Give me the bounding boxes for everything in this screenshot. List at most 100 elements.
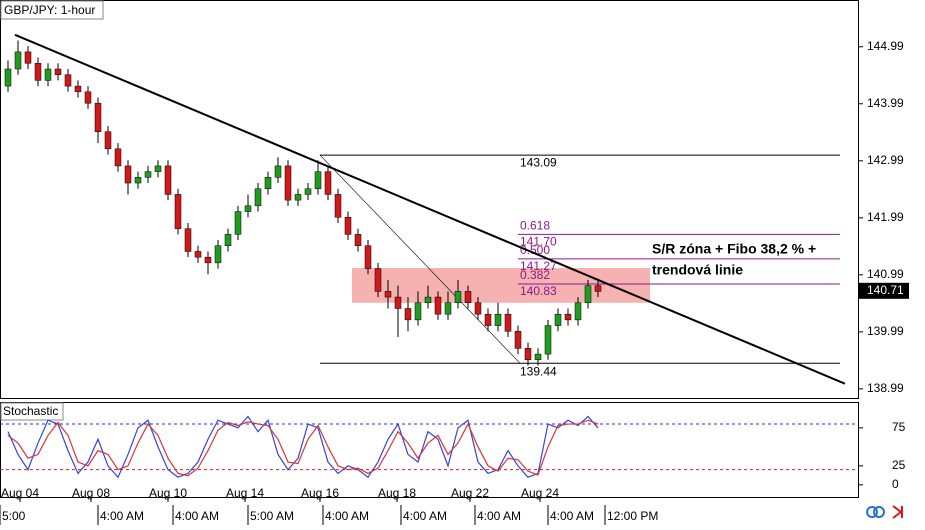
y-tick-label: 138.99 — [867, 381, 904, 395]
candle-body — [474, 302, 482, 315]
candle-body — [34, 63, 42, 81]
candle-body — [294, 194, 302, 201]
candle-body — [24, 51, 32, 64]
x-time-label: 12:00 PM — [607, 509, 658, 523]
x-time-label: 4:00 AM — [325, 509, 369, 523]
candle-body — [414, 302, 422, 321]
candle-body — [44, 68, 52, 81]
fib-price-label: 141.70 — [520, 235, 557, 249]
y-tick-label: 144.99 — [867, 39, 904, 53]
fib-ratio-label: 0.618 — [520, 219, 550, 233]
candle-body — [14, 51, 22, 70]
candle-body — [224, 234, 232, 247]
candle-body — [494, 313, 502, 326]
candle-body — [124, 165, 132, 184]
x-time-label: 4:00 AM — [175, 509, 219, 523]
annotation: trendová linie — [652, 262, 743, 278]
candle-body — [204, 256, 212, 264]
x-date-label: Aug 24 — [521, 486, 559, 500]
fib-low-label: 139.44 — [520, 364, 557, 378]
candle-body — [4, 68, 12, 87]
candle-body — [484, 313, 492, 326]
y-tick-label: 141.99 — [867, 210, 904, 224]
candle-body — [594, 285, 602, 292]
stoch-line — [7, 415, 599, 479]
stoch-tick-label: 0 — [892, 477, 899, 491]
link-icon[interactable] — [866, 506, 878, 518]
candle-body — [544, 325, 552, 355]
jump-icon[interactable] — [892, 505, 903, 519]
fib-ratio-label: 0.500 — [520, 243, 550, 257]
chart-title: GBP/JPY: 1-hour — [4, 3, 95, 17]
candle-body — [274, 165, 282, 178]
y-tick-label: 139.99 — [867, 324, 904, 338]
link-icon-2 — [873, 506, 885, 518]
x-date-label: Aug 18 — [378, 486, 416, 500]
x-date-label: Aug 22 — [451, 486, 489, 500]
stoch-tick-label: 25 — [892, 458, 906, 472]
x-date-label: Aug 04 — [1, 486, 39, 500]
last-price-label: 140.71 — [867, 283, 904, 297]
stoch-line — [7, 419, 599, 477]
candle-body — [54, 68, 62, 75]
x-time-label: 4:00 AM — [100, 509, 144, 523]
y-tick-label: 142.99 — [867, 153, 904, 167]
candle-body — [284, 165, 292, 201]
candle-body — [504, 313, 512, 332]
candle-body — [94, 102, 102, 132]
x-time-label: 4:00 AM — [550, 509, 594, 523]
candle-body — [564, 313, 572, 321]
x-date-label: Aug 14 — [226, 486, 264, 500]
candle-body — [464, 291, 472, 304]
candle-body — [154, 165, 162, 172]
x-time-label: 5:00 AM — [250, 509, 294, 523]
fib-price-label: 141.27 — [520, 259, 557, 273]
y-tick-label: 140.99 — [867, 267, 904, 281]
candle-body — [134, 177, 142, 184]
annotation: S/R zóna + Fibo 38,2 % + — [652, 241, 816, 257]
candle-body — [74, 85, 82, 93]
candle-body — [64, 74, 72, 87]
candle-body — [324, 171, 332, 195]
x-date-label: Aug 08 — [72, 486, 110, 500]
candle-body — [214, 245, 222, 264]
y-tick-label: 143.99 — [867, 96, 904, 110]
candle-body — [424, 296, 432, 304]
stoch-tick-label: 75 — [892, 420, 906, 434]
fib-price-label: 140.83 — [520, 284, 557, 298]
candle-body — [164, 165, 172, 195]
x-time-label: 4:00 AM — [477, 509, 521, 523]
candle-body — [354, 234, 362, 247]
sr-zone — [352, 267, 650, 303]
x-time-label: 4:00 AM — [403, 509, 447, 523]
trendline — [14, 33, 846, 385]
candle-body — [244, 205, 252, 212]
candle-body — [234, 211, 242, 235]
candle-body — [394, 296, 402, 309]
candle-body — [364, 245, 372, 269]
toolbar-icons — [866, 505, 903, 519]
candle-body — [334, 194, 342, 218]
candle-body — [534, 353, 542, 361]
candle-body — [184, 228, 192, 252]
x-date-label: Aug 16 — [301, 486, 339, 500]
candle-body — [554, 313, 562, 326]
candle-body — [514, 331, 522, 349]
candle-body — [144, 171, 152, 178]
candle-body — [454, 291, 462, 304]
candle-body — [524, 348, 532, 361]
stochastic-title: Stochastic — [3, 404, 58, 418]
title-box — [0, 0, 104, 20]
x-date-label: Aug 10 — [149, 486, 187, 500]
candle-body — [304, 188, 312, 195]
fib-high-label: 143.09 — [520, 155, 557, 169]
candle-body — [314, 171, 322, 189]
fib-diagonal — [319, 154, 521, 364]
last-price-box — [859, 282, 909, 299]
candle-body — [344, 216, 352, 235]
candle-body — [374, 268, 382, 292]
candle-body — [404, 308, 412, 321]
candle-body — [584, 285, 592, 304]
